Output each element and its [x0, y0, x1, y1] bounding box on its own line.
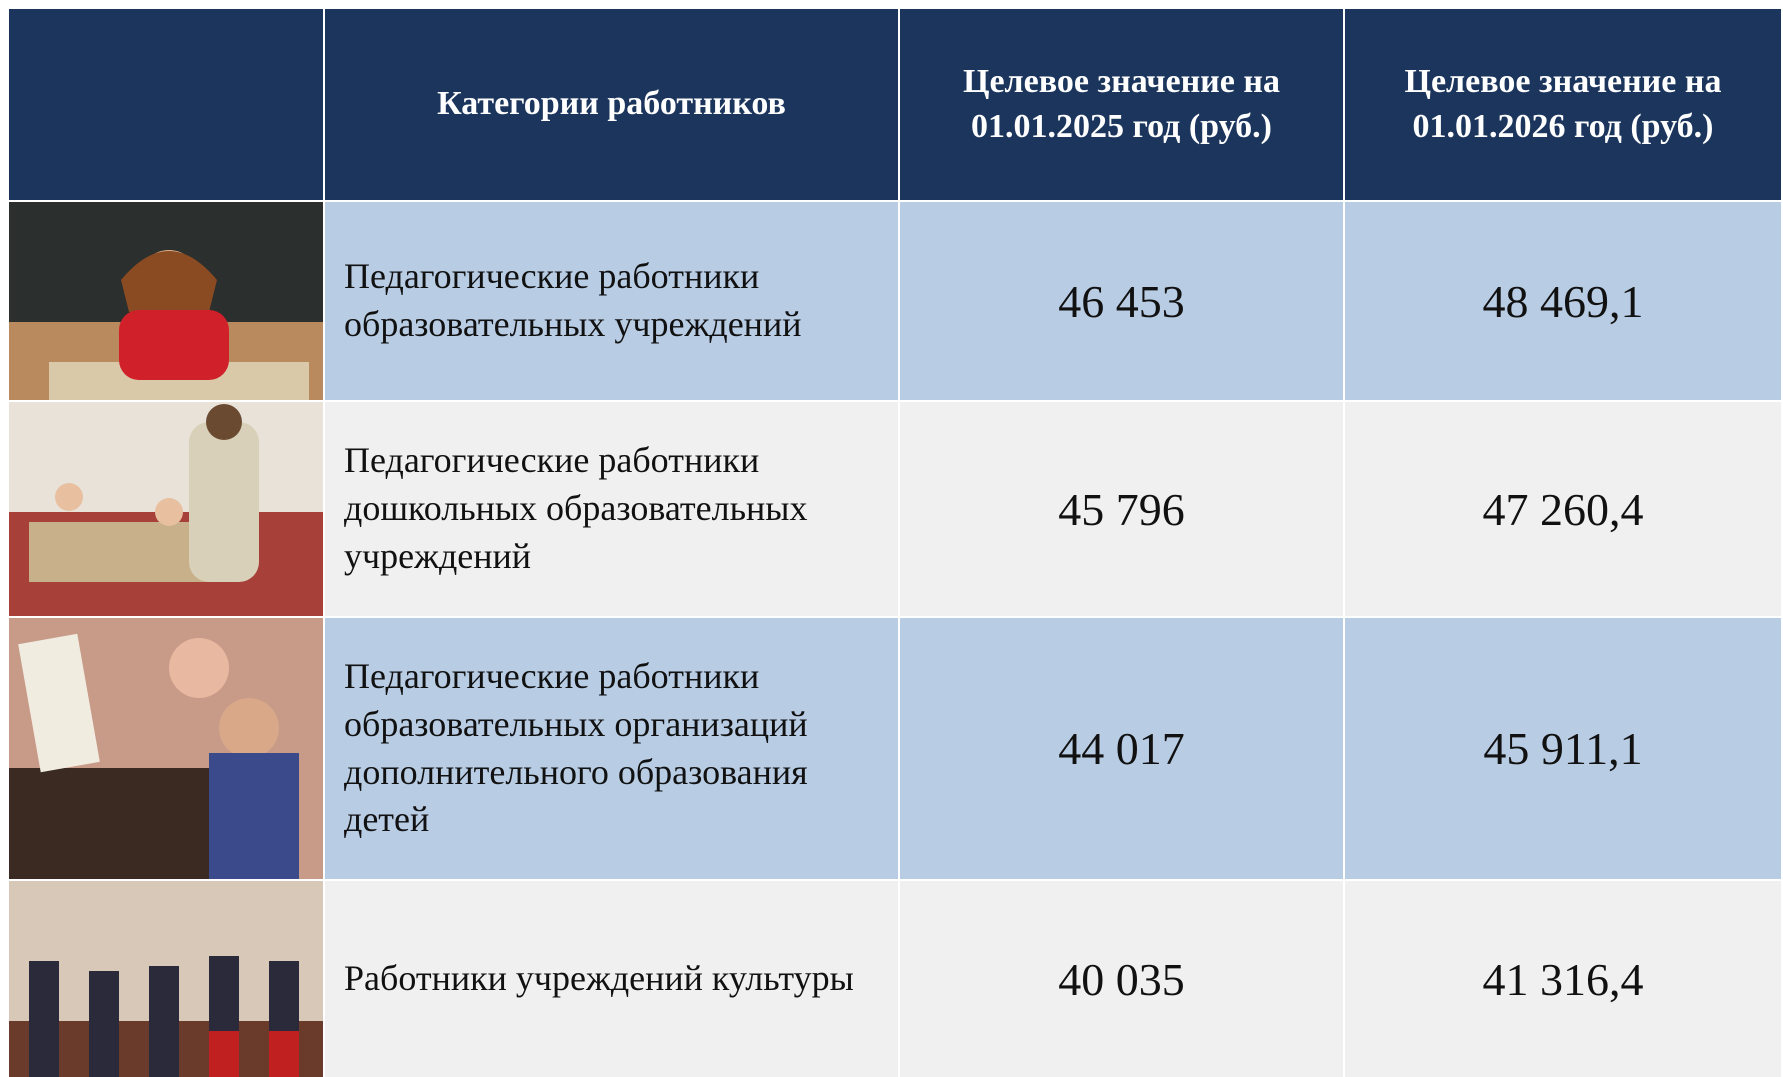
value: 41 316,4 [1345, 881, 1781, 1077]
photo [9, 881, 323, 1077]
value: 47 260,4 [1345, 402, 1781, 616]
value: 44 017 [900, 618, 1343, 879]
value: 46 453 [900, 202, 1343, 400]
header-cell: Категории работников [325, 9, 898, 200]
photo [9, 618, 323, 879]
value: 45 796 [900, 402, 1343, 616]
category: Педагогические работники дошкольных обра… [325, 402, 898, 616]
photo [9, 202, 323, 400]
value: 48 469,1 [1345, 202, 1781, 400]
header-empty [9, 9, 323, 200]
photo [9, 402, 323, 616]
photo-culture [9, 881, 323, 1077]
value: 45 911,1 [1345, 618, 1781, 879]
value: 40 035 [900, 881, 1343, 1077]
category: Педагогические работники образовательных… [325, 202, 898, 400]
category: Работники учреждений культуры [325, 881, 898, 1077]
header-cell: Целевое значение на 01.01.2026 год (руб.… [1345, 9, 1781, 200]
header-cell: Целевое значение на 01.01.2025 год (руб.… [900, 9, 1343, 200]
photo-piano [9, 618, 323, 879]
photo-teacher [9, 202, 323, 400]
table: Категории работников Целевое значение на… [9, 9, 1781, 1077]
category: Педагогические работники образовательных… [325, 618, 898, 879]
photo-kindergarten [9, 402, 323, 616]
